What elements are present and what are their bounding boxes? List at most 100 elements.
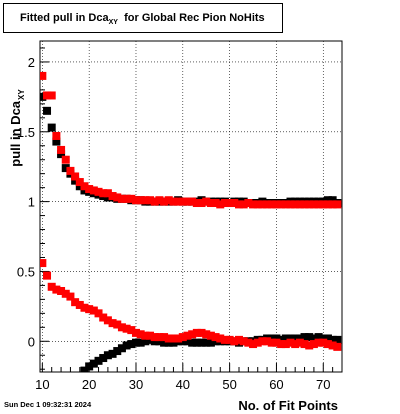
x-tick-label: 70 [316,377,330,392]
data-point [277,335,286,344]
data-point [192,338,201,347]
data-point [113,320,122,329]
data-point [328,341,337,350]
data-point [323,340,332,349]
data-point [80,366,89,372]
y-tick-label: 0.5 [17,264,35,279]
data-point [314,333,323,342]
data-point [239,337,248,346]
data-point [225,335,234,344]
data-point [40,259,47,268]
data-point [122,324,131,333]
data-point [108,319,117,328]
data-point [211,333,220,342]
y-axis-label-subscript: XY [17,89,26,100]
data-point [291,340,300,349]
data-point [197,338,206,347]
chart-title-subscript: XY [108,19,118,26]
data-point [328,196,337,205]
x-tick-label: 20 [82,377,96,392]
data-point [155,196,164,205]
data-point [211,337,220,346]
data-point [85,185,94,194]
data-point [333,342,342,351]
data-point [263,200,272,209]
data-point [249,200,258,209]
data-point [291,200,300,209]
data-point [136,330,145,339]
data-point [314,200,323,209]
data-point [103,193,112,202]
data-point [220,335,229,344]
data-point [131,196,140,205]
data-point [57,150,66,159]
plot-frame [39,40,343,373]
data-point [122,194,131,203]
data-point [295,200,304,209]
data-point [136,338,145,347]
data-point [141,196,150,205]
data-point [47,282,56,291]
data-point [85,305,94,314]
data-point [309,200,318,209]
data-point [155,333,164,342]
data-point [174,197,183,206]
data-point [253,200,262,209]
data-point [43,271,52,280]
data-point [61,289,70,298]
data-point [300,200,309,209]
x-tick-label: 60 [269,377,283,392]
data-point [183,331,192,340]
data-point [108,192,117,201]
data-point [216,200,225,209]
data-point [47,91,56,100]
data-point [281,334,290,343]
data-point [178,197,187,206]
data-point [146,196,155,205]
data-point [61,155,70,164]
data-point [309,334,318,343]
data-point [249,340,258,349]
data-point [277,340,286,349]
data-point [169,334,178,343]
data-point [66,166,75,175]
data-point [281,340,290,349]
data-point [272,200,281,209]
data-point [216,334,225,343]
y-axis-label-main: pull in Dca [8,100,23,167]
data-point [272,338,281,347]
data-point [99,189,108,198]
data-point [108,349,117,358]
data-point [89,359,98,368]
data-point [305,341,314,350]
y-tick-label: 2 [28,55,35,70]
data-point [225,199,234,208]
data-markers [40,71,342,372]
chart-title: Fitted pull in DcaXY for Global Rec Pion… [20,12,265,26]
data-point [52,137,61,146]
data-point [309,340,318,349]
axes: 10 20 30 40 50 60 70 0 0.5 1 1.5 2 [17,47,343,392]
data-point [206,199,215,208]
y-tick-label: 1.5 [17,125,35,140]
data-point [244,199,253,208]
data-point [103,316,112,325]
data-point [75,300,84,309]
data-point [136,196,145,205]
data-point [286,338,295,347]
data-point [103,351,112,360]
data-point [188,338,197,347]
data-point [113,193,122,202]
data-point [160,333,169,342]
data-point [94,187,103,196]
data-point [169,197,178,206]
data-point [319,338,328,347]
x-tick-label: 30 [129,377,143,392]
data-point [117,323,126,332]
data-point [239,200,248,209]
data-point [183,197,192,206]
data-point [155,337,164,346]
data-point [230,199,239,208]
data-point [197,328,206,337]
data-point [258,200,267,209]
